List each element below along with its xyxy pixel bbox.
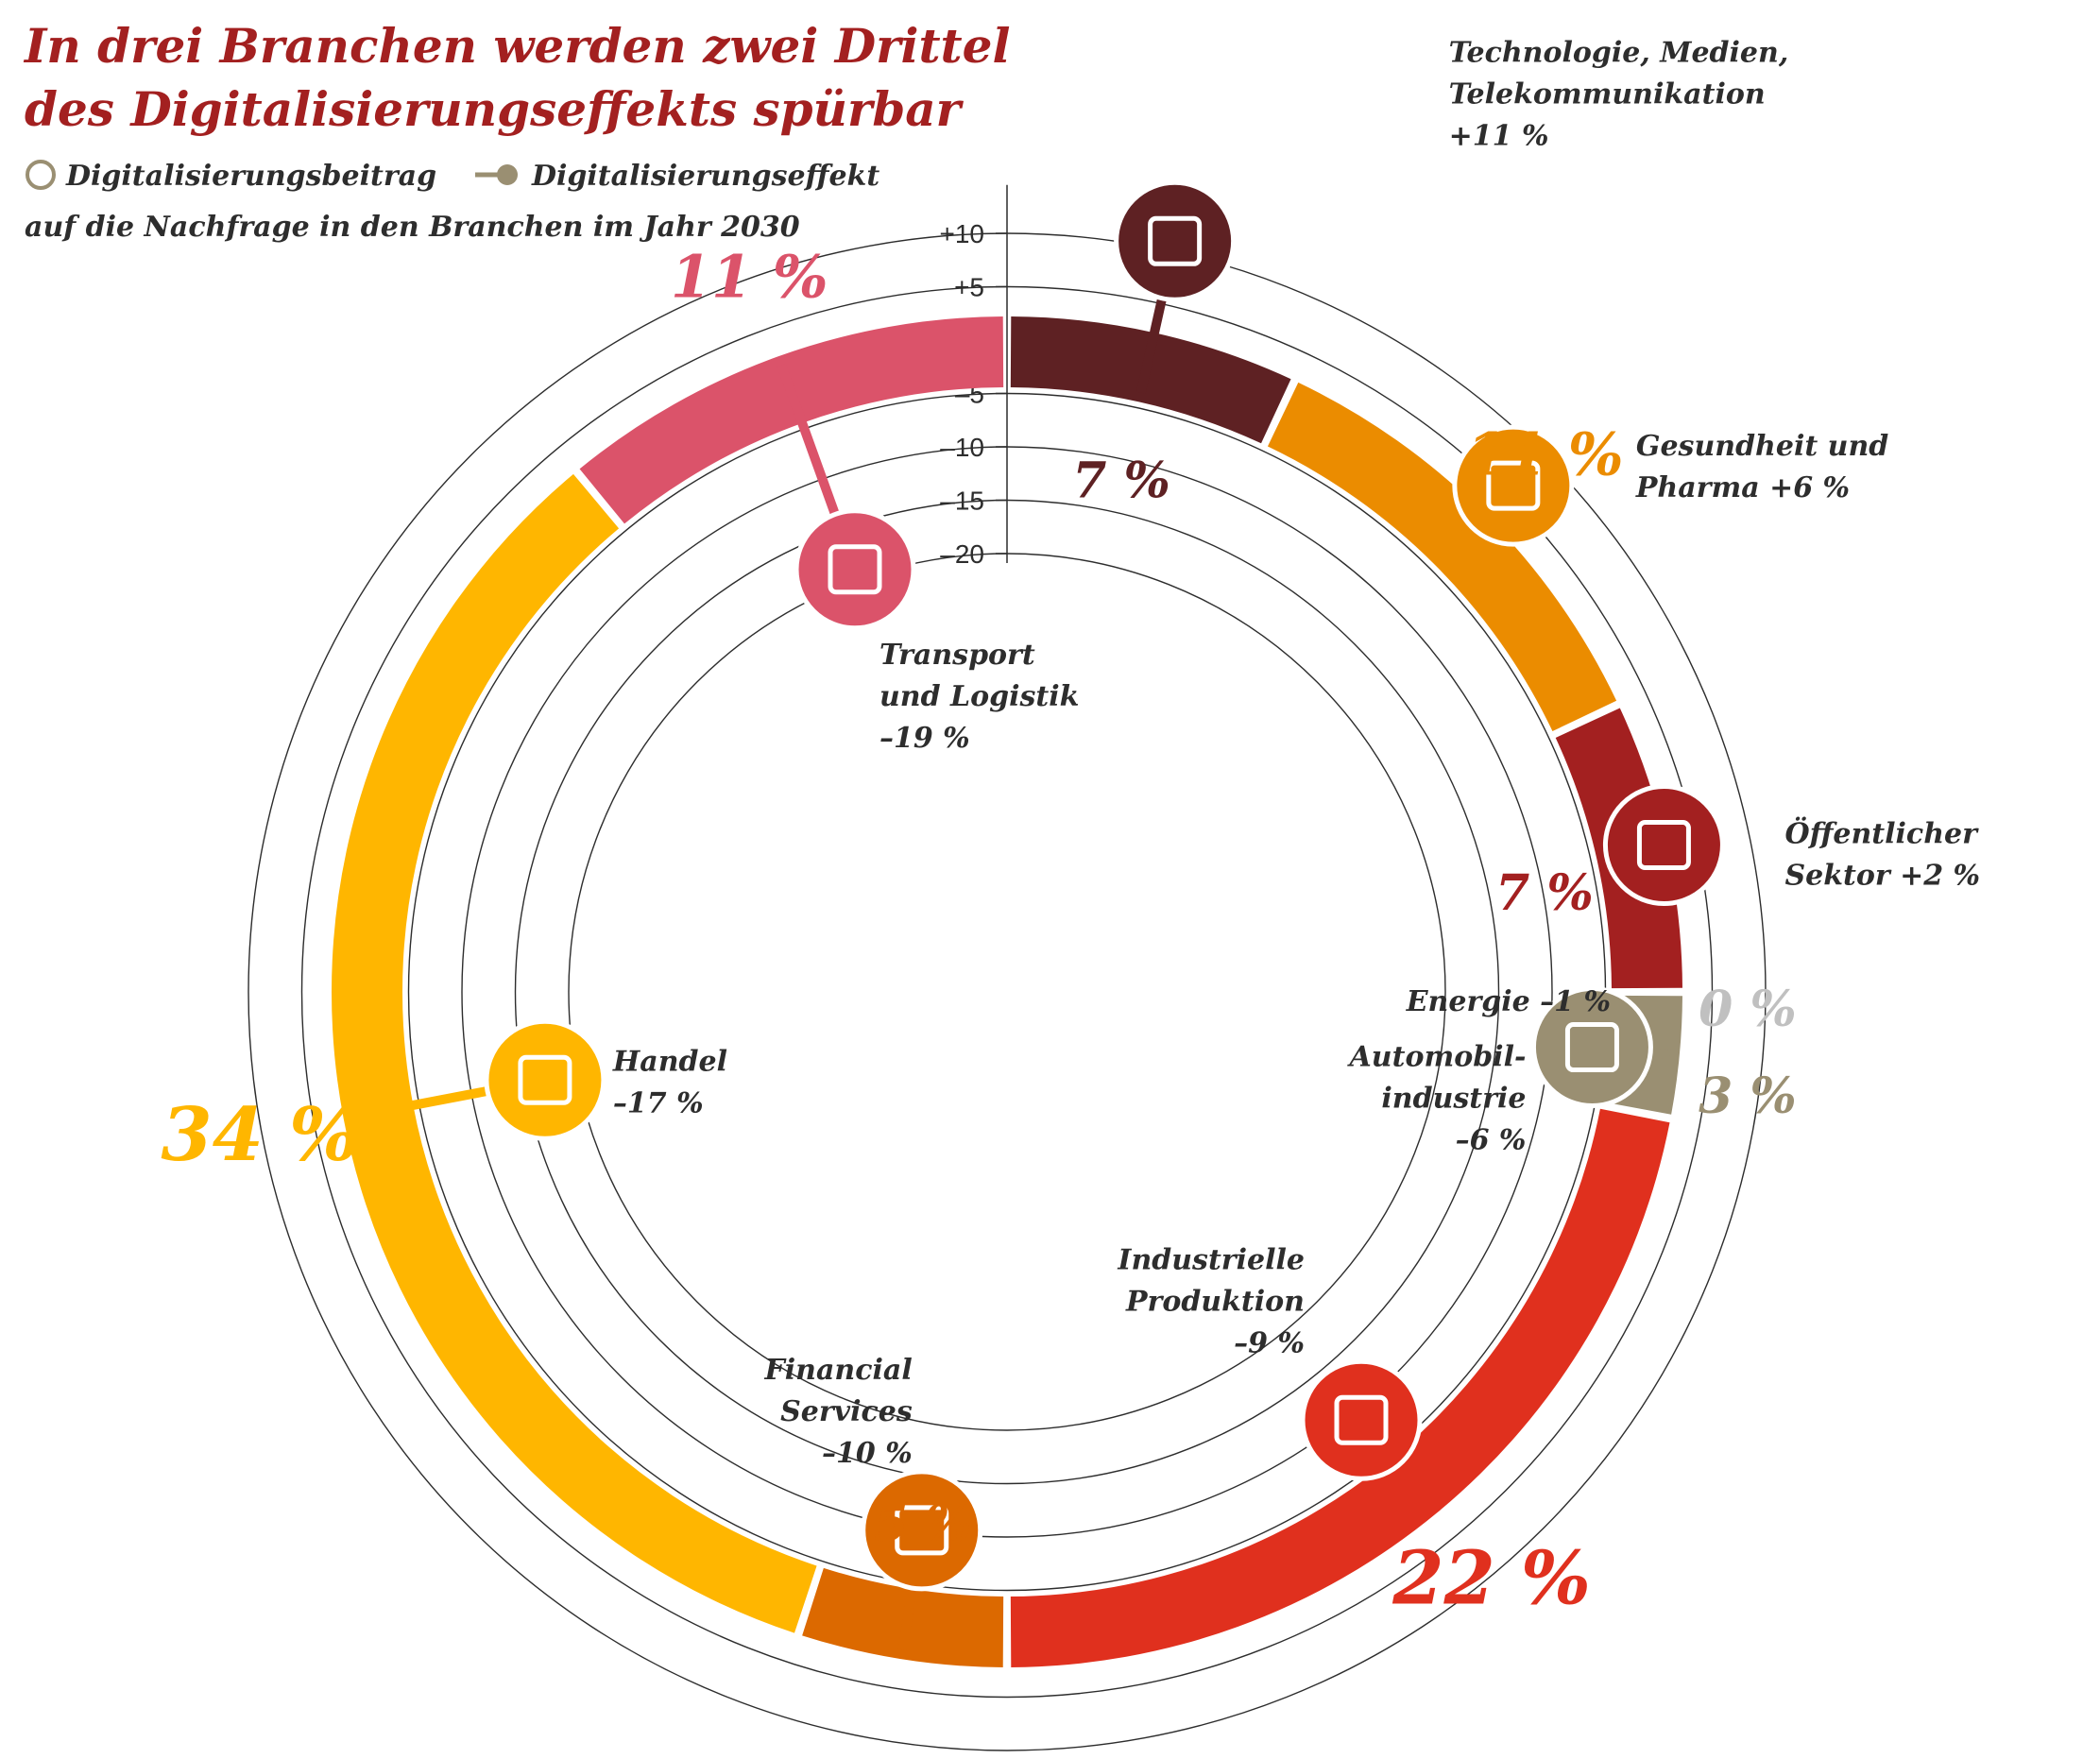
donut-segment-industry — [1010, 1108, 1670, 1667]
effect-marker-tmt — [1114, 179, 1237, 302]
factory-icon — [1334, 1394, 1389, 1445]
sector-name-health: Gesundheit und — [1636, 430, 1888, 463]
government-building-icon — [1636, 820, 1691, 871]
share-label-energy: 0 % — [1699, 981, 1797, 1038]
share-label-auto: 3 % — [1699, 1067, 1797, 1125]
sector-name-retail: Handel — [612, 1045, 727, 1078]
legend-effekt-label: Digitalisierungseffekt — [531, 160, 879, 193]
axis-tick-label: +5 — [954, 273, 984, 302]
sector-name-industry: Produktion — [1125, 1285, 1305, 1318]
sector-name-transport: Transport — [879, 639, 1035, 672]
sector-name-public: Öffentlicher — [1784, 816, 1979, 851]
axis-tick-label: –20 — [940, 539, 984, 569]
cash-register-icon — [518, 1054, 572, 1105]
share-label-finance: 5 % — [874, 1495, 972, 1553]
effect-marker-health — [1452, 424, 1575, 547]
sector-name-public: Sektor +2 % — [1784, 860, 1980, 893]
axis-tick-label: –15 — [940, 487, 984, 516]
share-label-tmt: 7 % — [1072, 453, 1170, 510]
safe-icon — [895, 1505, 949, 1556]
sector-name-retail: –17 % — [613, 1086, 704, 1119]
donut-segment-retail — [332, 473, 817, 1633]
sector-name-auto: Automobil- — [1347, 1041, 1527, 1074]
share-label-retail: 34 % — [161, 1092, 359, 1178]
donut-segment-transport — [579, 316, 1004, 524]
chart-labels: 7 % Technologie, Medien, Telekommunikation… — [161, 36, 1980, 1621]
sector-name-tmt: Technologie, Medien, — [1449, 36, 1789, 69]
share-label-public: 7 % — [1495, 864, 1594, 922]
sector-name-auto: –6 % — [1456, 1124, 1527, 1157]
effect-axis: +10+5–5–10–15–20 — [940, 184, 1008, 569]
sector-name-auto: industrie — [1381, 1083, 1526, 1116]
sector-name-finance: –10 % — [822, 1437, 913, 1470]
chart-subtitle: auf die Nachfrage in den Branchen im Jah… — [25, 211, 800, 244]
truck-icon — [828, 544, 882, 595]
share-label-health: 11 % — [1466, 419, 1624, 488]
sector-name-tmt: +11 % — [1449, 119, 1549, 152]
car-icon — [1564, 1022, 1619, 1073]
sector-name-energy: Energie –1 % — [1406, 985, 1611, 1018]
effect-markers — [351, 179, 1725, 1651]
effect-marker-public — [1602, 784, 1725, 907]
sector-name-health: Pharma +6 % — [1635, 471, 1850, 504]
axis-tick-label: –10 — [940, 433, 984, 462]
sector-name-transport: –19 % — [879, 722, 970, 755]
effect-marker-industry — [1300, 1358, 1423, 1481]
effect-marker-finance — [861, 1469, 983, 1592]
sector-name-finance: Financial — [763, 1354, 912, 1387]
legend-beitrag-label: Digitalisierungsbeitrag — [65, 160, 436, 193]
legend-ring-marker — [26, 160, 56, 190]
doctor-icon — [1486, 460, 1541, 511]
donut-segment-finance — [802, 1567, 1004, 1667]
sector-name-tmt: Telekommunikation — [1449, 77, 1766, 111]
chart-title-line-1: In drei Branchen werden zwei Drittel — [23, 18, 1010, 74]
sector-name-industry: –9 % — [1234, 1326, 1305, 1359]
contribution-donut — [332, 316, 1682, 1667]
sector-name-industry: Industrielle — [1117, 1243, 1305, 1276]
effect-marker-transport — [794, 508, 916, 631]
sector-name-finance: Services — [780, 1395, 913, 1428]
share-label-transport: 11 % — [671, 242, 828, 311]
share-label-industry: 22 % — [1391, 1536, 1591, 1622]
chart-title-line-2: des Digitalisierungseffekts spürbar — [25, 81, 965, 137]
tablet-touch-icon — [1148, 215, 1203, 266]
legend-dot-marker — [497, 164, 518, 185]
effect-marker-auto — [1530, 986, 1653, 1109]
effect-marker-retail — [484, 1018, 606, 1141]
axis-tick-label: +10 — [940, 219, 985, 248]
sector-name-transport: und Logistik — [879, 680, 1079, 713]
donut-segment-tmt — [1010, 316, 1291, 444]
